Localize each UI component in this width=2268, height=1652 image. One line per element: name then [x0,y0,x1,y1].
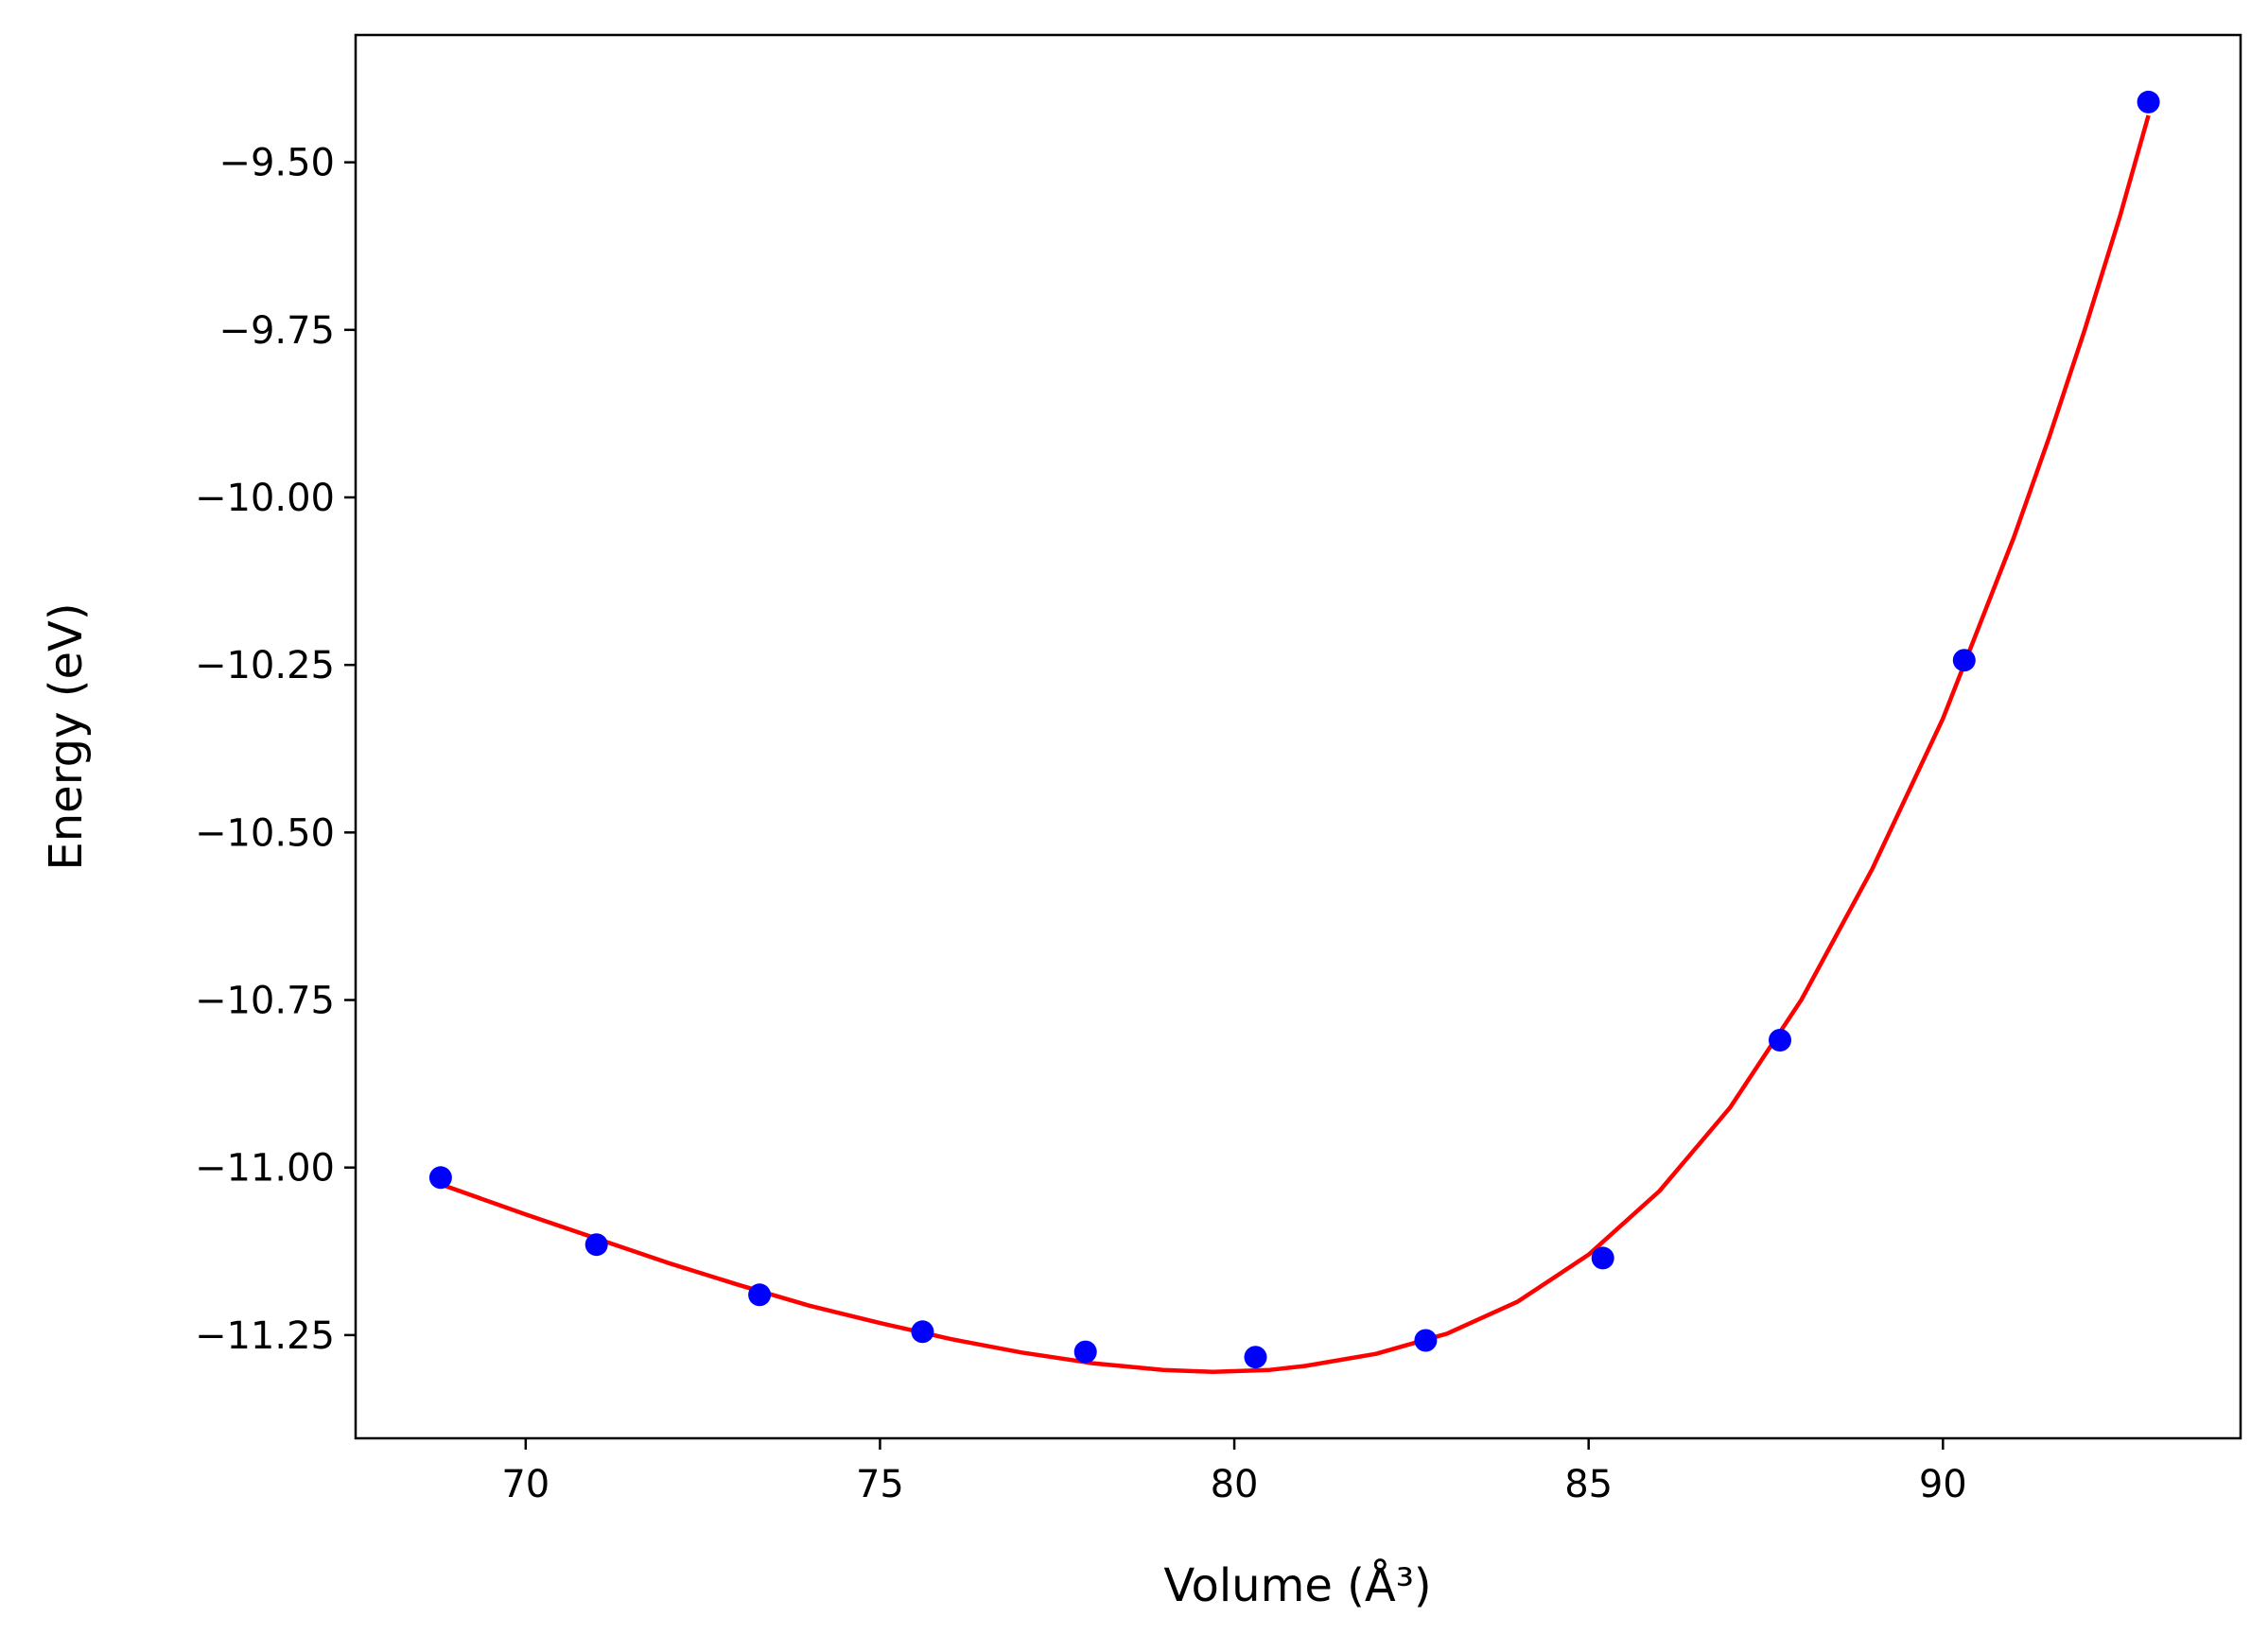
y-tick-label: −9.50 [218,142,335,185]
x-tick-label: 80 [1211,1463,1259,1506]
y-tick-label: −10.00 [195,477,335,520]
x-tick-label: 85 [1564,1463,1613,1506]
data-point [1073,1340,1097,1364]
data-point [428,1166,452,1190]
data-point [1414,1329,1438,1352]
data-point [1952,649,1976,672]
x-tick-label: 75 [856,1463,904,1506]
y-tick-label: −10.25 [195,644,335,687]
data-point [911,1320,934,1344]
y-axis-label: Energy (eV) [40,602,93,870]
data-point [748,1283,772,1307]
fit-curve [440,114,2151,1375]
y-tick-label: −10.50 [195,811,335,855]
data-point [1769,1029,1791,1052]
plot-layer [428,90,2160,1375]
y-tick-label: −11.00 [195,1147,335,1191]
y-tick-label: −11.25 [195,1314,335,1358]
data-point [2137,90,2160,113]
data-point [1591,1246,1614,1270]
x-axis-label: Volume (Å³) [1163,1558,1431,1612]
y-tick-label: −10.75 [195,980,335,1023]
y-tick-label: −9.75 [218,309,335,353]
plot-frame [354,33,2242,1440]
x-tick-label: 90 [1919,1463,1967,1506]
data-point [1244,1346,1267,1369]
x-axis-ticks: 70 75 80 85 90 [501,1438,1967,1506]
data-point [584,1233,608,1257]
y-axis-ticks: −9.50 −9.75 −10.00 −10.25 −10.50 −10.75 −11.00… [195,142,356,1358]
x-tick-label: 70 [501,1463,550,1506]
